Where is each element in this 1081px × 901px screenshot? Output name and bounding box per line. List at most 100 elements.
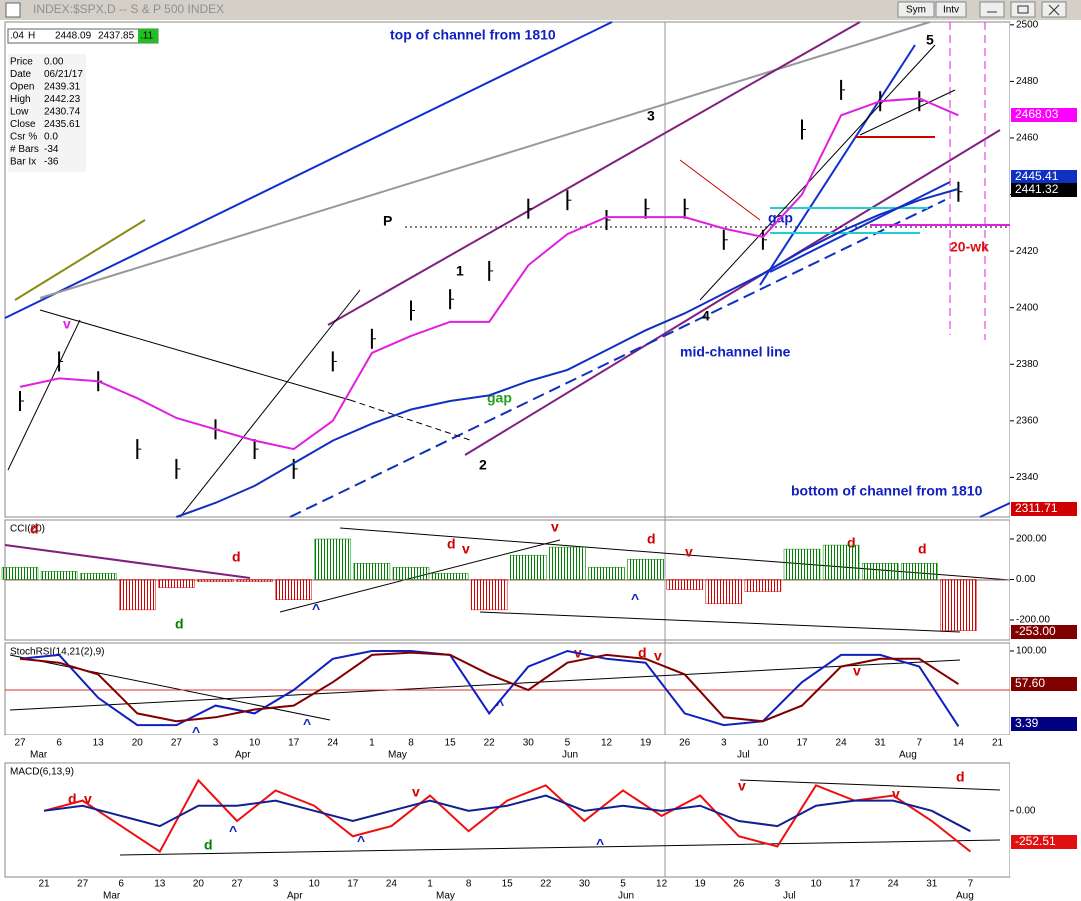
x-tick-label: 19 (695, 879, 707, 890)
cci-bar (510, 554, 547, 580)
value-tag (1011, 717, 1077, 731)
annotation: v (412, 784, 420, 800)
quote-value: H (28, 31, 35, 42)
y-tick-label: -200.00 (1016, 615, 1050, 626)
annotation: v (63, 316, 71, 332)
info-label: # Bars (10, 144, 39, 155)
trendlines (4, 21, 1011, 518)
annotation: ^ (631, 591, 639, 607)
series-line (43, 794, 971, 833)
cci-bar (40, 571, 78, 580)
x-tick-label: 27 (14, 738, 26, 749)
cci-bar (940, 579, 977, 631)
annotation: 4 (702, 308, 710, 324)
value-tag (1011, 625, 1077, 639)
month-label: Mar (30, 750, 48, 761)
cci-bar (314, 538, 352, 580)
annotation: P (383, 213, 392, 229)
minimize-button[interactable] (979, 1, 1005, 18)
value-tag (1011, 183, 1077, 197)
panel-title: MACD(6,13,9) (10, 767, 74, 778)
y-tick-label: 2340 (1016, 472, 1039, 483)
maximize-button[interactable] (1010, 1, 1036, 18)
annotation: mid-channel line (680, 344, 791, 360)
annotation: d (918, 541, 927, 557)
info-value: 2430.74 (44, 107, 81, 118)
y-tick-label: 2400 (1016, 302, 1039, 313)
x-tick-label: 17 (796, 738, 808, 749)
annotation: ^ (192, 724, 200, 740)
cci-bar (275, 579, 312, 600)
x-tick-label: 20 (132, 738, 144, 749)
x-tick-label: 3 (213, 738, 219, 749)
x-tick-label: 22 (540, 879, 552, 890)
y-tick-label: 2460 (1016, 133, 1039, 144)
month-label: Jun (562, 750, 578, 761)
date-axis (5, 735, 1010, 761)
value-tag-label: 2311.71 (1015, 501, 1058, 515)
x-tick-label: 7 (968, 879, 974, 890)
value-tag (1011, 835, 1077, 849)
cci-bar (588, 567, 625, 580)
annotation: d (638, 645, 647, 661)
info-rows: Price 0.00 Date 06/21/17 Open 2439.31 High 2442… (10, 57, 83, 168)
info-value: 2442.23 (44, 94, 81, 105)
y-tick-label: 2380 (1016, 359, 1039, 370)
x-tick-label: 10 (249, 738, 261, 749)
annotation: d (847, 535, 856, 551)
series-line (19, 97, 959, 451)
cci-bar (822, 544, 860, 580)
info-value: 0.0 (44, 132, 58, 143)
annotation: v (462, 541, 470, 557)
quote-value: 2437.85 (98, 31, 135, 42)
x-tick-label: 14 (953, 738, 965, 749)
month-label: May (436, 891, 455, 901)
annotation: ^ (229, 823, 237, 839)
quote-value: 2448.09 (55, 31, 92, 42)
x-tick-label: 31 (926, 879, 938, 890)
info-label: Price (10, 57, 33, 68)
x-tick-label: 30 (523, 738, 535, 749)
value-tag-label: -253.00 (1015, 624, 1056, 638)
intv-label[interactable]: Intv (943, 5, 959, 16)
x-tick-label: 10 (309, 879, 321, 890)
x-tick-label: 22 (484, 738, 496, 749)
x-tick-label: 13 (93, 738, 105, 749)
month-label: Jun (618, 891, 634, 901)
sym-button[interactable] (897, 1, 935, 18)
macd-frame (4, 762, 1011, 878)
cci-bar (783, 548, 821, 580)
cci-bar (431, 573, 469, 580)
y-tick-label: 100.00 (1016, 646, 1047, 657)
month-label: Apr (235, 750, 251, 761)
x-tick-label: 3 (775, 879, 781, 890)
x-tick-label: 12 (601, 738, 613, 749)
month-label: Jul (737, 750, 750, 761)
annotation: 5 (926, 32, 934, 48)
y-tick-label: 2420 (1016, 246, 1039, 257)
x-tick-label: 8 (408, 738, 414, 749)
x-tick-label: 17 (849, 879, 861, 890)
series-line (19, 649, 960, 727)
month-label: Jul (783, 891, 796, 901)
intv-button[interactable] (935, 1, 967, 18)
x-tick-label: 17 (288, 738, 300, 749)
cci-bar (861, 563, 899, 580)
x-tick-label: 21 (992, 738, 1004, 749)
annotation: 2 (479, 457, 487, 473)
x-tick-label: 15 (502, 879, 514, 890)
x-tick-label: 27 (231, 879, 243, 890)
cci-bar (627, 558, 664, 580)
value-tag-label: 3.39 (1015, 716, 1039, 730)
y-tick-label: 2480 (1016, 76, 1039, 87)
x-tick-label: 30 (579, 879, 591, 890)
month-label: Apr (287, 891, 303, 901)
month-label: Aug (899, 750, 917, 761)
cci-bar (470, 579, 508, 611)
sym-label[interactable]: Sym (906, 5, 926, 16)
annotation: v (738, 778, 746, 794)
value-tag-label: 2441.32 (1015, 182, 1059, 196)
info-value: -34 (44, 144, 59, 155)
